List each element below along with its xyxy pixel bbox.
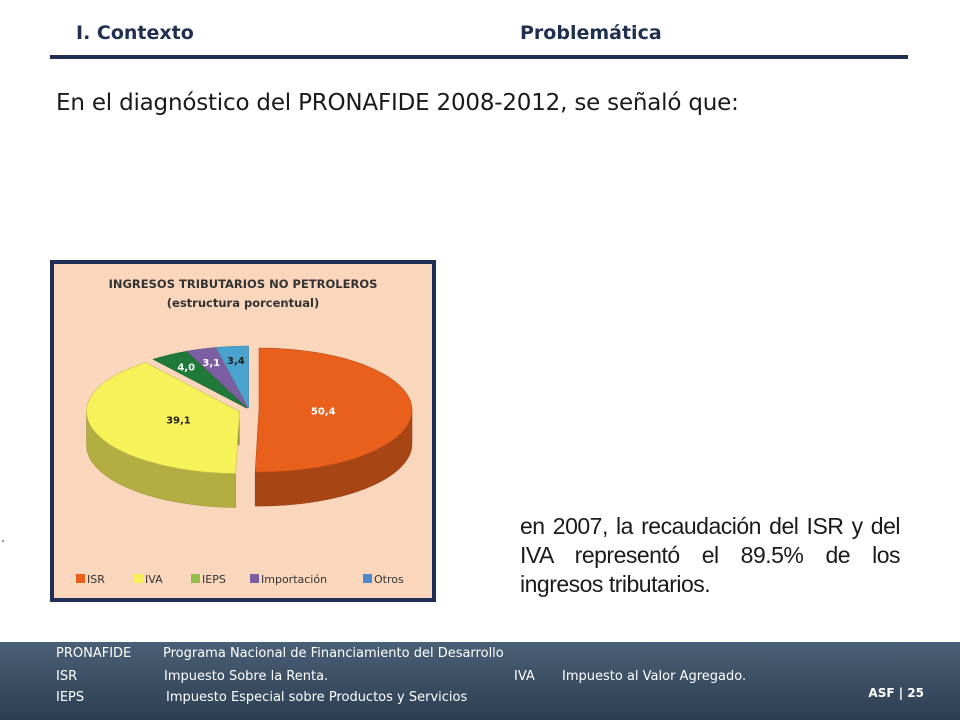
chart-subtitle: (estructura porcentual) bbox=[167, 296, 319, 310]
pie-slice-importación bbox=[186, 347, 249, 409]
legend-label-iva: IVA bbox=[145, 573, 163, 586]
legend-swatch-otros bbox=[363, 574, 372, 583]
glossary-row-ieps: IEPS Impuesto Especial sobre Productos y… bbox=[56, 690, 467, 705]
glossary-row-isr-iva: ISR Impuesto Sobre la Renta. IVA Impuest… bbox=[56, 669, 746, 684]
slide-headline: En el diagnóstico del PRONAFIDE 2008-201… bbox=[56, 90, 739, 116]
pie-slice-otros bbox=[215, 345, 249, 409]
glossary-def-2: Impuesto al Valor Agregado. bbox=[562, 669, 747, 684]
glossary-row-pronafide: PRONAFIDE Programa Nacional de Financiam… bbox=[56, 646, 504, 661]
legend-swatch-isr bbox=[76, 574, 85, 583]
footer-bar bbox=[0, 642, 960, 720]
glossary-def: Impuesto Sobre la Renta. bbox=[164, 669, 329, 684]
page-number: ASF | 25 bbox=[868, 686, 924, 700]
glossary-abbr: PRONAFIDE bbox=[56, 646, 132, 661]
pie-slice-ieps bbox=[152, 351, 248, 409]
legend-swatch-importación bbox=[250, 574, 259, 583]
pie-slice-isr bbox=[254, 347, 413, 473]
chart-title: INGRESOS TRIBUTARIOS NO PETROLEROS bbox=[109, 277, 378, 291]
statement-text: en 2007, la recaudación del ISR y del IV… bbox=[520, 513, 901, 597]
legend-label-ieps: IEPS bbox=[202, 573, 226, 586]
legend-label-isr: ISR bbox=[87, 573, 105, 586]
data-label-iva: 39,1 bbox=[166, 416, 191, 427]
glossary-def: Impuesto Especial sobre Productos y Serv… bbox=[166, 690, 468, 705]
legend-swatch-ieps bbox=[191, 574, 200, 583]
pie-tops bbox=[86, 345, 413, 474]
glossary-abbr: ISR bbox=[56, 669, 78, 684]
pie-chart-panel: INGRESOS TRIBUTARIOS NO PETROLEROS (estru… bbox=[50, 260, 436, 602]
data-label-ieps: 4,0 bbox=[177, 363, 195, 374]
header-rule bbox=[50, 55, 908, 59]
data-label-importación: 3,1 bbox=[202, 358, 220, 369]
pie-slice-iva bbox=[86, 362, 240, 474]
data-label-isr: 50,4 bbox=[311, 406, 336, 417]
edge-mark bbox=[2, 540, 4, 542]
pie-chart: INGRESOS TRIBUTARIOS NO PETROLEROS (estru… bbox=[76, 277, 413, 586]
glossary-abbr-2: IVA bbox=[514, 669, 535, 684]
legend-label-otros: Otros bbox=[374, 573, 404, 586]
legend-label-importación: Importación bbox=[261, 573, 327, 586]
glossary-def: Programa Nacional de Financiamiento del … bbox=[163, 646, 504, 661]
chart-legend: ISR IVA IEPS Importación Otros bbox=[76, 573, 404, 586]
legend-swatch-iva bbox=[134, 574, 143, 583]
glossary-abbr: IEPS bbox=[56, 690, 85, 705]
section-subtitle: Problemática bbox=[520, 22, 662, 44]
data-label-otros: 3,4 bbox=[227, 356, 245, 367]
section-title: I. Contexto bbox=[76, 22, 194, 44]
